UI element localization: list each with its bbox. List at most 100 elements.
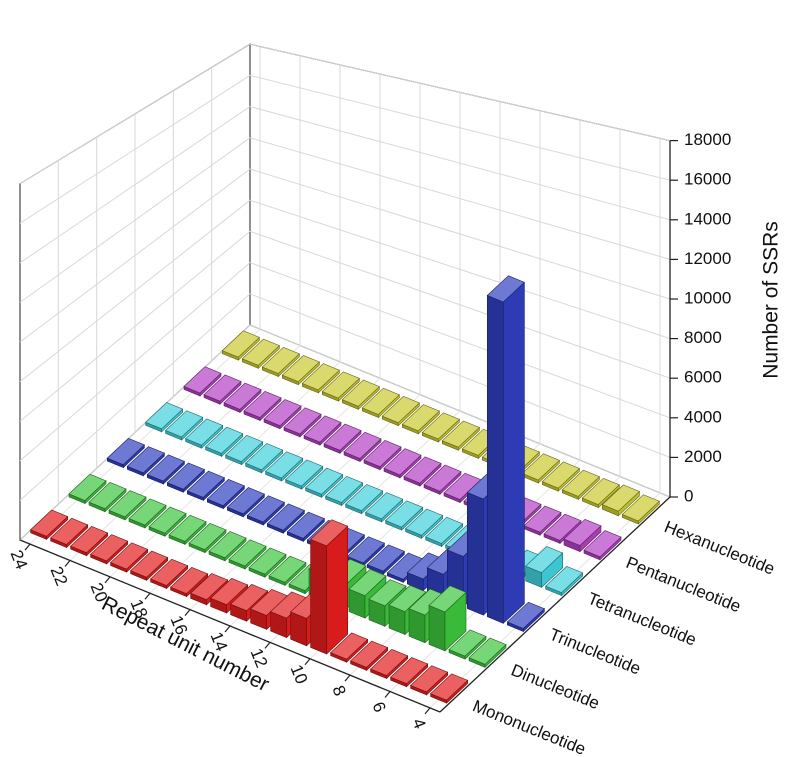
bar (246, 495, 285, 526)
legend-label: Hexanucleotide (662, 517, 778, 579)
y-tick-label: 14000 (684, 209, 731, 228)
legend-label: Dinucleotide (508, 661, 602, 714)
bar-face (561, 469, 600, 497)
bar-face (525, 546, 564, 574)
legend-label: Mononucleotide (470, 696, 588, 757)
bar-face (266, 503, 305, 531)
bar (305, 467, 344, 498)
bar (583, 530, 622, 561)
bar (385, 500, 424, 531)
bar-face (221, 330, 260, 358)
bar-face (245, 443, 284, 471)
bar-face (281, 355, 320, 383)
bar-face (185, 418, 224, 446)
bar (188, 523, 227, 554)
bar (341, 379, 380, 410)
bar (148, 506, 187, 537)
y-tick-label: 4000 (684, 407, 722, 426)
bar (441, 420, 480, 451)
bar-face (248, 547, 287, 575)
bar-face (383, 448, 422, 476)
bar (30, 509, 69, 540)
bar (361, 387, 400, 419)
y-axis-title: Number of SSRs (760, 221, 783, 379)
bar-face (108, 490, 147, 518)
bar-face (348, 569, 387, 597)
bar-face (206, 478, 245, 506)
bar-face (225, 434, 264, 462)
bar-face (110, 542, 149, 570)
bar (301, 363, 340, 394)
bar-face (405, 508, 444, 536)
bar-face (390, 657, 429, 685)
bar (366, 544, 405, 575)
bar-face (230, 584, 269, 612)
y-tick-label: 8000 (684, 328, 722, 347)
bar (486, 275, 525, 624)
bar (310, 519, 349, 655)
bar-face (430, 673, 469, 701)
bar-face (385, 500, 424, 528)
grid-line (429, 492, 661, 709)
bar (285, 459, 324, 490)
bar (401, 404, 440, 435)
bar (208, 531, 247, 562)
bar (70, 526, 109, 557)
bar (185, 418, 224, 449)
bar (221, 330, 260, 361)
bar (130, 550, 169, 581)
bar-face (381, 396, 420, 424)
bar-face (428, 585, 467, 613)
bar-face (543, 513, 582, 541)
bar-face (401, 404, 440, 432)
bar-face (241, 338, 280, 366)
y-tick-label: 12000 (684, 249, 731, 268)
bar (581, 477, 620, 509)
x-tick-label: 10 (287, 662, 312, 687)
bar-face (601, 484, 640, 512)
bar (323, 423, 362, 454)
bar (350, 640, 389, 672)
bar (263, 399, 302, 430)
bar-face (68, 473, 107, 501)
bar (405, 508, 444, 539)
bar-face (350, 640, 389, 668)
grid-line (29, 328, 261, 545)
bar-face (541, 461, 580, 489)
bar-face (468, 637, 507, 665)
legend-label: Tetranucleotide (585, 589, 699, 650)
bar (321, 371, 360, 402)
x-tick (264, 641, 271, 649)
bar (226, 487, 265, 518)
bar-face (466, 491, 484, 616)
bar-face (268, 555, 307, 583)
bar-face (545, 566, 584, 593)
bar (166, 462, 205, 493)
grid-line (229, 410, 461, 627)
bar (146, 454, 185, 485)
y-tick-label: 2000 (684, 447, 722, 466)
bar-face (183, 366, 222, 394)
bar (168, 514, 207, 546)
bar-face (388, 585, 427, 613)
bar (523, 505, 562, 536)
y-tick-label: 10000 (684, 288, 731, 307)
bar-face (148, 506, 187, 534)
bar-face (88, 482, 127, 510)
bar (281, 355, 320, 386)
bar (243, 390, 282, 422)
bar-face (70, 526, 109, 554)
bar (325, 475, 364, 507)
bar-face (223, 382, 262, 410)
bar (383, 448, 422, 479)
bar-face (190, 573, 229, 601)
bar-face (363, 440, 402, 468)
bar-face (203, 374, 242, 402)
bar (203, 374, 242, 405)
bar-face (226, 487, 265, 515)
bar (601, 484, 640, 517)
bar (206, 478, 245, 510)
bar-face (301, 363, 340, 391)
bar-face (403, 456, 442, 484)
